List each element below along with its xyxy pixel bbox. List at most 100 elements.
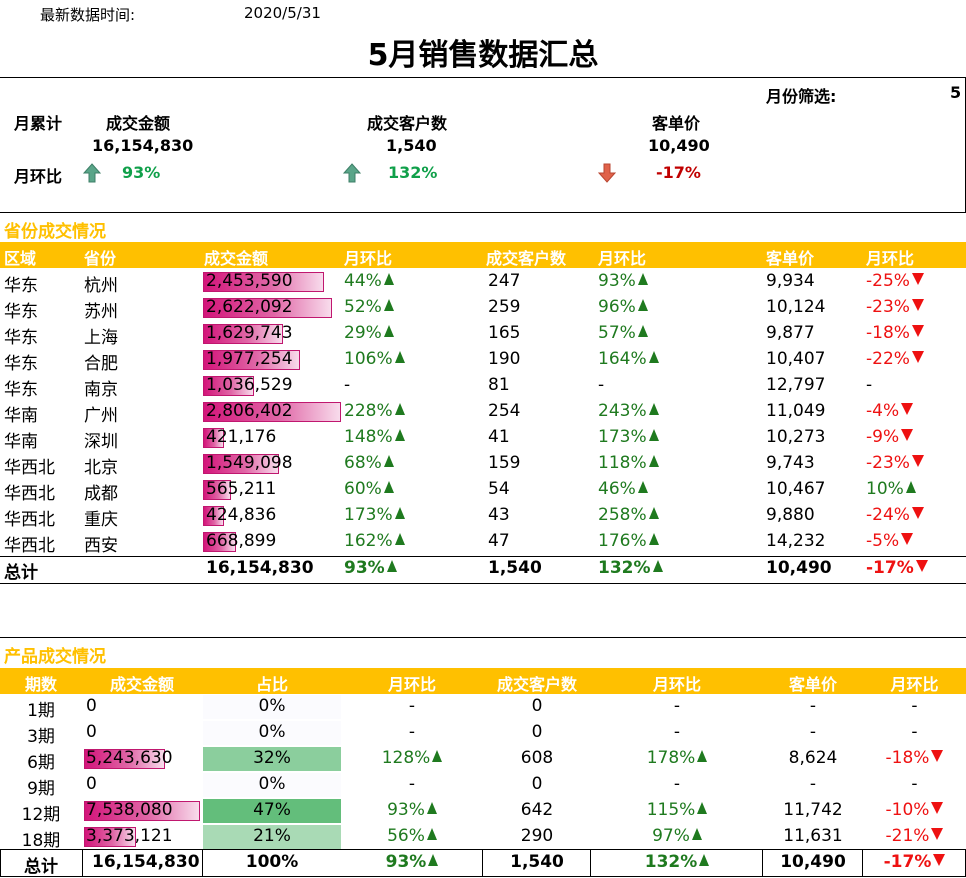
table-row: 3期 0 0% - 0 - - - <box>0 720 966 747</box>
cell-customers: 47 <box>488 531 510 551</box>
cell-amount: 2,622,092 <box>206 297 293 317</box>
arrow-down-icon <box>933 854 946 866</box>
province-table-header: 区域 省份 成交金额 月环比 成交客户数 月环比 客单价 月环比 <box>0 242 966 268</box>
cell-amount: 0 <box>86 696 97 716</box>
cell-customers: 81 <box>488 375 510 395</box>
cell-customers-mom-text: - <box>673 722 681 742</box>
table-row: 华东 杭州 2,453,590 44% 247 93% 9,934 -25% <box>0 269 966 296</box>
arrow-down-icon <box>911 273 924 285</box>
table-row: 18期 3,373,121 21% 56% 290 97% 11,631 -21% <box>0 824 966 851</box>
cell-customers-mom: 132% <box>598 558 663 578</box>
share-heat-cell <box>203 747 341 771</box>
table-row: 1期 0 0% - 0 - - - <box>0 694 966 721</box>
month-filter-value[interactable]: 5 <box>950 83 962 102</box>
cell-per-customer: 10,490 <box>780 852 846 872</box>
cell-customers-mom: 115% <box>591 800 763 820</box>
arrow-down-icon <box>901 403 914 415</box>
cell-share: 32% <box>253 748 291 768</box>
cell-per-mom-text: -17% <box>883 852 932 872</box>
cell-amount: 421,176 <box>206 427 277 447</box>
cell-per-mom-text: - <box>911 696 918 716</box>
arrow-down-icon <box>931 750 944 762</box>
arrow-up-icon <box>637 273 648 285</box>
amount-databar <box>203 376 254 396</box>
cell-per-mom: -17% <box>863 852 966 872</box>
cell-period: 18期 <box>21 831 61 851</box>
share-heat-cell <box>203 799 341 823</box>
arrow-up-icon <box>394 507 405 519</box>
cumulative-label: 月累计 <box>14 114 63 133</box>
cell-customers-mom: 132% <box>591 852 763 872</box>
arrow-down-icon <box>911 299 924 311</box>
cell-customers-mom: 164% <box>598 349 659 369</box>
arrow-up-icon <box>648 429 659 441</box>
cell-customers: 43 <box>488 505 510 525</box>
amount-databar <box>84 801 200 821</box>
cell-amount: 2,453,590 <box>206 271 293 291</box>
cell-customers-mom-text: 132% <box>644 852 698 872</box>
cell-share: 0% <box>258 774 286 794</box>
cell-amount-mom-text: - <box>408 774 416 794</box>
cell-province: 西安 <box>84 536 118 556</box>
cell-amount-mom: 106% <box>344 349 405 369</box>
arrow-down-icon <box>901 429 914 441</box>
cell-customers-mom-text: 132% <box>598 558 651 578</box>
arrow-up-icon <box>428 854 439 866</box>
cell-per-mom: -21% <box>863 826 966 846</box>
cell-per-customer: - <box>809 696 817 716</box>
col-amount-mom: 月环比 <box>387 675 436 694</box>
share-heat-cell <box>203 695 341 719</box>
cell-amount-mom-text: 52% <box>344 297 382 317</box>
province-total-row: 总计 16,154,830 93% 1,540 132% 10,490 -17% <box>0 556 966 583</box>
arrow-up-icon <box>648 533 659 545</box>
table-row: 华西北 重庆 424,836 173% 43 258% 9,880 -24% <box>0 503 966 530</box>
page-title: 5月销售数据汇总 <box>367 38 599 73</box>
cell-amount-mom: 93% <box>344 558 397 578</box>
cell-customers-mom: 118% <box>598 453 659 473</box>
cell-per-mom-text: -18% <box>866 323 910 343</box>
cell-per-mom: -24% <box>866 505 924 525</box>
cell-per-mom-text: -24% <box>866 505 910 525</box>
cell-amount-mom-text: 68% <box>344 453 382 473</box>
col-customers-mom: 月环比 <box>652 675 701 694</box>
cell-amount-mom-text: 228% <box>344 401 393 421</box>
cell-per-mom-text: -23% <box>866 297 910 317</box>
kpi-customers-value: 1,540 <box>386 136 437 155</box>
cell-per-mom: -25% <box>866 271 924 291</box>
cell-per-mom: 10% <box>866 479 916 499</box>
col-share: 占比 <box>255 675 288 694</box>
col-amount-mom: 月环比 <box>344 249 393 268</box>
col-customers: 成交客户数 <box>486 249 567 268</box>
kpi-per-customer-label: 客单价 <box>652 114 701 133</box>
cell-customers-mom: 57% <box>598 323 648 343</box>
cell-amount: 1,629,743 <box>206 323 293 343</box>
cell-customers: 54 <box>488 479 510 499</box>
update-time-label: 最新数据时间: <box>40 6 136 24</box>
cell-customers: 190 <box>488 349 521 369</box>
cell-per-mom-text: -17% <box>866 558 914 578</box>
cell-amount-mom: 52% <box>344 297 394 317</box>
arrow-up-icon <box>648 403 659 415</box>
cell-amount: 1,549,098 <box>206 453 293 473</box>
cell-customers-mom-text: 118% <box>598 453 647 473</box>
cell-per-customer: 12,797 <box>766 375 826 395</box>
cell-customers-mom: 258% <box>598 505 659 525</box>
arrow-up-icon <box>383 299 394 311</box>
arrow-up-icon <box>697 802 708 814</box>
cell-region: 华南 <box>4 406 38 426</box>
cell-customers: 0 <box>531 722 543 742</box>
cell-per-mom-text: -9% <box>866 427 900 447</box>
cell-per-mom: -10% <box>863 800 966 820</box>
cell-amount-mom: 44% <box>344 271 394 291</box>
cell-customers-mom-text: - <box>673 696 681 716</box>
cell-amount: 5,243,630 <box>86 748 173 768</box>
cell-amount-mom-text: 93% <box>387 800 425 820</box>
cell-customers: 1,540 <box>488 558 542 578</box>
cell-region: 华西北 <box>4 536 55 556</box>
cell-customers-mom-text: - <box>598 375 605 395</box>
kpi-per-customer-value: 10,490 <box>648 136 710 155</box>
table-row: 华东 南京 1,036,529 - 81 - 12,797 - <box>0 373 966 400</box>
amount-databar <box>203 428 224 448</box>
cell-period: 6期 <box>27 753 55 773</box>
amount-databar <box>203 532 236 552</box>
